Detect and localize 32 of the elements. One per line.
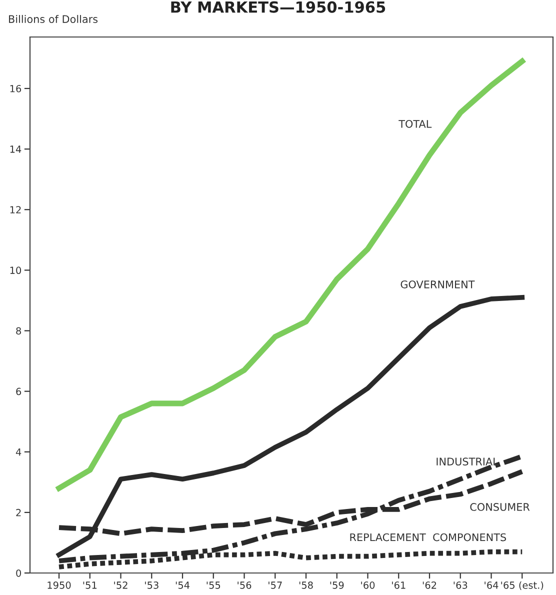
y-tick-label: 2 [16,508,21,516]
x-tick-label: '59 [330,582,344,589]
x-tick-label: '52 [114,582,128,589]
x-tick-label: '58 [299,582,313,589]
y-tick-label: 4 [16,448,22,456]
x-tick-label: 1950 [48,582,71,589]
y-tick-label: 10 [10,266,22,274]
x-tick-label: '53 [145,582,158,589]
x-tick-label: '65 (est.) [501,581,544,590]
y-tick-label: 6 [16,388,22,396]
x-tick-label: '55 [206,582,220,589]
x-tick-label: '51 [83,582,97,589]
y-tick-label: 8 [16,327,21,335]
x-tick-label: '64 [484,582,498,589]
x-tick-label: '60 [361,582,375,589]
x-tick-label: '57 [268,582,282,589]
x-tick-label: '63 [454,582,468,589]
x-tick-label: '61 [392,582,406,589]
x-tick-label: '56 [238,582,252,589]
y-tick-label: 12 [10,206,21,214]
y-tick-label: 14 [10,146,22,153]
series-label: REPLACEMENT COMPONENTS [350,533,506,542]
y-tick-label: 16 [10,84,22,92]
series-label: GOVERNMENT [400,280,475,288]
y-tick-label: 0 [16,569,22,577]
series-label: INDUSTRIAL [436,458,498,466]
x-tick-label: '54 [176,582,190,589]
series-label: CONSUMER [470,503,530,511]
y-axis-title: Billions of Dollars [9,14,98,24]
chart-title: BY MARKETS—1950-1965 [171,1,386,13]
x-tick-label: '62 [422,582,436,589]
series-label: TOTAL [398,120,432,128]
